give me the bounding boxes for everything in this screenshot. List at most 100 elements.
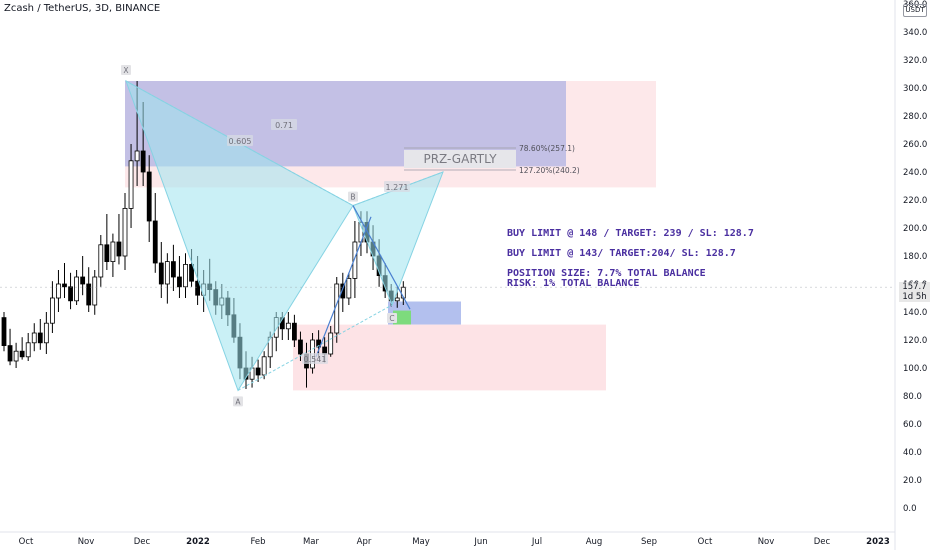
price-tick-label: 120.0 [903, 336, 927, 346]
candle [255, 359, 261, 382]
candle [400, 281, 406, 305]
candle [352, 221, 358, 298]
candle-body [128, 160, 134, 209]
candle [116, 214, 122, 265]
trend-line-up [315, 216, 372, 358]
candle [110, 233, 116, 277]
candle-body [340, 283, 346, 299]
price-tick-label: 20.0 [903, 476, 922, 486]
time-tick-label: Nov [758, 537, 775, 547]
candle-body [291, 322, 297, 341]
price-tick-label: 60.0 [903, 420, 922, 430]
candle-body [98, 244, 104, 278]
price-tick-label: 220.0 [903, 196, 927, 206]
price-axis[interactable]: 360.0 340.0 320.0 300.0 280.0 260.0 240.0 220.0… [894, 0, 927, 550]
pattern-ratio: 0.71 [271, 119, 297, 130]
point-label-bg [233, 396, 243, 407]
ratio-text: 1.271 [386, 183, 409, 192]
candle-body [62, 283, 67, 288]
candle-body [31, 332, 37, 344]
zone-fill [393, 310, 411, 325]
ratio-bg [227, 135, 253, 146]
price-tick-label: 80.0 [903, 392, 922, 402]
time-tick-label: Dec [134, 537, 151, 547]
candle-body [122, 207, 128, 257]
point-label-bg [121, 65, 131, 75]
time-tick-label: 2022 [186, 537, 210, 547]
price-tick-label: 200.0 [903, 224, 927, 234]
candle [68, 272, 73, 310]
time-axis[interactable]: Oct Nov Dec 2022 Feb Mar Apr May Jun Jul Aug Sep Oct… [0, 531, 895, 547]
candle [177, 256, 182, 298]
candle [50, 281, 55, 333]
candle [86, 267, 92, 312]
candle-body [394, 297, 400, 302]
candle-body [56, 283, 61, 299]
pattern-ratio: 1.271 [384, 181, 410, 192]
price-tick-label: 0.0 [903, 504, 917, 514]
candle-body [86, 283, 92, 306]
pattern-point-b: B [348, 191, 358, 202]
candle-body [50, 297, 55, 324]
zone-stop [293, 324, 606, 391]
candle [43, 312, 49, 354]
candle [340, 272, 346, 312]
price-tick-label: 300.0 [903, 84, 927, 94]
trend-line-down [352, 205, 411, 310]
candle-body [158, 262, 164, 285]
point-label-bg [348, 191, 358, 202]
candle-body [19, 350, 25, 358]
time-tick-label: May [412, 537, 430, 547]
candle-body [195, 280, 201, 296]
prz-level-label: 78.60%(257.1) [519, 144, 575, 153]
candle [334, 277, 340, 343]
candle-body [146, 171, 152, 222]
candle [7, 328, 13, 366]
point-label-text: B [350, 193, 355, 202]
currency-badge[interactable]: USDT [903, 4, 927, 17]
pattern-zones [125, 81, 656, 391]
pattern-point-a: A [233, 396, 243, 407]
time-tick-label: Oct [698, 537, 713, 547]
annotation-buy-limit-2: BUY LIMIT @ 143/ TARGET:204/ SL: 128.7 [507, 248, 736, 259]
candle [13, 342, 19, 368]
candle [104, 214, 110, 270]
point-label-text: X [123, 66, 128, 75]
candle [98, 235, 104, 287]
annotation-risk: RISK: 1% TOTAL BALANCE [507, 278, 640, 289]
candle [146, 155, 152, 242]
candle-body [346, 277, 352, 299]
candle [80, 256, 86, 296]
price-tick-label: 40.0 [903, 448, 922, 458]
candle-body [1, 317, 7, 347]
point-label-text: A [235, 397, 241, 406]
candle-body [134, 150, 140, 162]
candle-body [177, 276, 182, 288]
last-price-value: 157.7 [902, 282, 927, 292]
bar-countdown: 1d 5h [902, 292, 927, 302]
candle-body [92, 276, 98, 306]
time-tick-label: Apr [357, 537, 372, 547]
candle-body [116, 241, 122, 257]
candle [183, 253, 188, 298]
candle [128, 144, 134, 228]
candle-body [328, 332, 334, 355]
candle-body [25, 342, 31, 358]
candle [122, 193, 128, 270]
candle-body [104, 244, 110, 263]
price-tick-label: 180.0 [903, 252, 927, 262]
ratio-text: 0.541 [304, 355, 327, 364]
time-tick-label: Aug [586, 537, 603, 547]
pattern-point-x: X [121, 65, 131, 75]
candle-body [189, 263, 194, 282]
ratio-text: 0.605 [229, 137, 252, 146]
time-tick-label: Sep [641, 537, 657, 547]
ratio-bg [302, 353, 328, 364]
candle-body [13, 350, 19, 362]
candle-body [152, 220, 158, 264]
time-tick-label: Feb [250, 537, 265, 547]
price-tick-label: 320.0 [903, 56, 927, 66]
candle-body [322, 346, 328, 355]
pattern-ratio: 0.541 [302, 353, 328, 364]
